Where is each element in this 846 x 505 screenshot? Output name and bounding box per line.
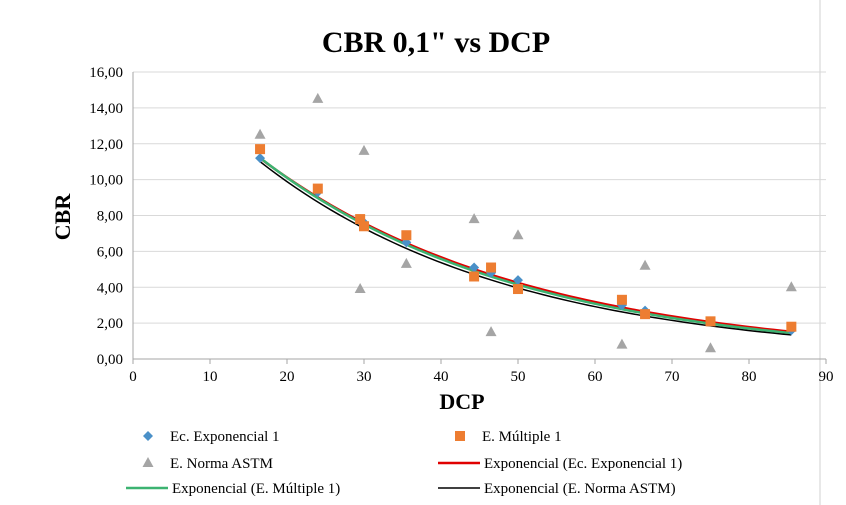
data-point <box>401 230 412 241</box>
x-tick-label: 10 <box>203 369 218 385</box>
y-tick-label: 14,00 <box>89 101 123 117</box>
y-tick-label: 0,00 <box>97 352 123 368</box>
x-tick-label: 20 <box>280 369 295 385</box>
y-tick-label: 16,00 <box>89 65 123 81</box>
data-point <box>640 309 651 320</box>
legend-label: Exponencial (E. Múltiple 1) <box>172 481 340 497</box>
legend-marker <box>143 431 153 441</box>
data-point <box>485 326 497 337</box>
legend-label: E. Norma ASTM <box>170 456 273 472</box>
legend-label: Ec. Exponencial 1 <box>170 429 280 445</box>
x-tick-label: 0 <box>129 369 137 385</box>
trendline <box>259 161 792 336</box>
data-point <box>359 221 369 232</box>
y-tick-label: 10,00 <box>89 173 123 189</box>
trendline <box>259 156 792 335</box>
data-point <box>512 229 524 240</box>
legend-marker <box>142 457 154 467</box>
y-axis-title: CBR <box>50 193 75 241</box>
data-point <box>400 257 412 268</box>
data-point <box>486 262 497 273</box>
data-point <box>255 144 266 155</box>
x-tick-label: 70 <box>665 369 680 385</box>
y-tick-label: 4,00 <box>97 280 123 296</box>
data-point <box>785 281 797 292</box>
data-points <box>254 92 797 353</box>
data-point <box>513 284 523 295</box>
data-point <box>355 214 366 225</box>
x-tick-label: 50 <box>511 369 526 385</box>
legend-label: Exponencial (E. Norma ASTM) <box>484 481 676 497</box>
data-point <box>312 92 324 103</box>
data-point <box>468 213 480 224</box>
x-tick-label: 80 <box>742 369 757 385</box>
legend-label: E. Múltiple 1 <box>482 429 562 445</box>
data-point <box>616 294 627 305</box>
x-tick-labels: 0 10 20 30 40 50 60 70 80 90 <box>129 369 833 385</box>
data-point <box>639 259 651 270</box>
data-point <box>616 338 628 349</box>
x-tick-label: 90 <box>819 369 834 385</box>
x-tick-label: 60 <box>588 369 603 385</box>
data-point <box>513 275 523 286</box>
y-tick-label: 12,00 <box>89 137 123 153</box>
axes <box>132 72 827 364</box>
legend: Ec. Exponencial 1 E. Múltiple 1 E. Norma A… <box>126 429 682 497</box>
data-point <box>705 316 716 327</box>
x-axis-title: DCP <box>439 389 484 414</box>
data-point <box>255 153 266 164</box>
chart-title: CBR 0,1" vs DCP <box>322 26 550 59</box>
y-tick-label: 8,00 <box>97 209 123 225</box>
data-point <box>469 262 480 273</box>
data-point <box>786 321 797 332</box>
data-point <box>254 128 266 139</box>
data-point <box>705 342 716 353</box>
x-tick-label: 30 <box>357 369 372 385</box>
data-point <box>358 144 370 155</box>
data-point <box>469 271 480 282</box>
data-point <box>354 283 366 294</box>
trendlines <box>259 156 792 336</box>
y-tick-labels: 0,00 2,00 4,00 6,00 8,00 10,00 12,00 14,00 16,00 <box>89 65 123 368</box>
y-tick-label: 6,00 <box>97 244 123 260</box>
data-point <box>312 183 323 194</box>
legend-marker <box>455 431 465 441</box>
y-tick-label: 2,00 <box>97 316 123 332</box>
x-tick-label: 40 <box>434 369 449 385</box>
gridlines <box>133 71 826 324</box>
legend-label: Exponencial (Ec. Exponencial 1) <box>484 456 682 472</box>
